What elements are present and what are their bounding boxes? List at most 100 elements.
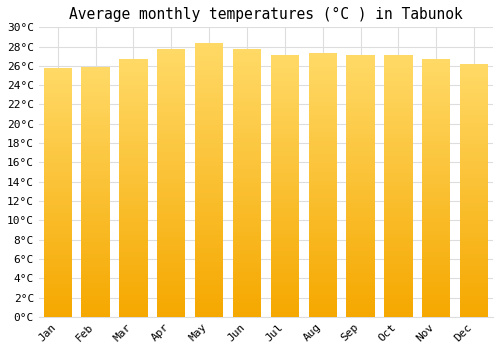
Bar xyxy=(422,278,450,282)
Bar xyxy=(195,75,224,79)
Bar xyxy=(384,247,412,251)
Bar xyxy=(460,161,488,165)
Bar xyxy=(82,192,110,196)
Bar xyxy=(44,180,72,184)
Bar xyxy=(308,80,337,84)
Bar xyxy=(308,282,337,286)
Bar xyxy=(195,194,224,198)
Bar xyxy=(422,239,450,244)
Bar xyxy=(346,234,375,238)
Bar xyxy=(157,90,186,94)
Bar xyxy=(119,231,148,235)
Bar xyxy=(82,84,110,88)
Bar xyxy=(119,257,148,261)
Bar xyxy=(195,184,224,189)
Bar xyxy=(233,308,261,312)
Bar xyxy=(195,89,224,93)
Bar xyxy=(44,201,72,205)
Bar xyxy=(270,260,299,265)
Bar xyxy=(119,205,148,209)
Bar xyxy=(233,232,261,236)
Bar xyxy=(346,212,375,217)
Bar xyxy=(119,158,148,162)
Bar xyxy=(233,89,261,93)
Bar xyxy=(308,185,337,189)
Bar xyxy=(119,171,148,175)
Bar xyxy=(384,217,412,221)
Bar xyxy=(157,286,186,290)
Bar xyxy=(44,176,72,180)
Bar xyxy=(82,200,110,204)
Bar xyxy=(422,300,450,304)
Bar xyxy=(346,278,375,282)
Bar xyxy=(346,169,375,173)
Bar xyxy=(44,184,72,188)
Bar xyxy=(195,130,224,134)
Bar xyxy=(82,296,110,300)
Bar xyxy=(460,266,488,271)
Bar xyxy=(233,125,261,129)
Bar xyxy=(384,73,412,77)
Bar xyxy=(384,251,412,256)
Bar xyxy=(119,59,148,63)
Bar xyxy=(346,225,375,230)
Bar xyxy=(119,235,148,239)
Bar xyxy=(119,201,148,205)
Bar xyxy=(308,97,337,102)
Bar xyxy=(308,93,337,97)
Bar xyxy=(422,102,450,106)
Bar xyxy=(384,134,412,138)
Bar xyxy=(195,203,224,207)
Bar xyxy=(460,224,488,228)
Bar xyxy=(346,290,375,295)
Bar xyxy=(82,209,110,213)
Bar xyxy=(308,53,337,58)
Bar xyxy=(270,217,299,221)
Bar xyxy=(82,288,110,292)
Bar xyxy=(422,188,450,192)
Bar xyxy=(44,159,72,163)
Bar xyxy=(384,130,412,134)
Bar xyxy=(270,247,299,251)
Bar xyxy=(157,228,186,232)
Bar xyxy=(195,125,224,130)
Bar xyxy=(44,259,72,263)
Bar xyxy=(270,286,299,290)
Bar xyxy=(346,256,375,260)
Bar xyxy=(308,260,337,264)
Bar xyxy=(195,216,224,221)
Bar xyxy=(384,125,412,130)
Bar xyxy=(233,268,261,272)
Bar xyxy=(422,128,450,132)
Bar xyxy=(233,241,261,245)
Bar xyxy=(422,192,450,197)
Bar xyxy=(82,271,110,275)
Bar xyxy=(44,192,72,196)
Bar xyxy=(119,304,148,308)
Bar xyxy=(44,234,72,238)
Bar xyxy=(460,153,488,157)
Bar xyxy=(270,169,299,173)
Bar xyxy=(119,102,148,106)
Bar xyxy=(422,270,450,274)
Bar xyxy=(119,252,148,257)
Bar xyxy=(233,178,261,183)
Bar xyxy=(82,92,110,96)
Bar xyxy=(422,162,450,167)
Bar xyxy=(422,132,450,137)
Bar xyxy=(82,213,110,217)
Bar xyxy=(82,159,110,163)
Bar xyxy=(157,263,186,268)
Bar xyxy=(157,130,186,134)
Bar xyxy=(195,43,224,47)
Bar xyxy=(270,142,299,147)
Bar xyxy=(270,234,299,238)
Bar xyxy=(157,174,186,179)
Bar xyxy=(44,300,72,304)
Bar xyxy=(422,308,450,313)
Bar xyxy=(346,73,375,77)
Bar xyxy=(44,209,72,213)
Bar xyxy=(157,147,186,152)
Bar xyxy=(44,292,72,296)
Bar xyxy=(384,208,412,212)
